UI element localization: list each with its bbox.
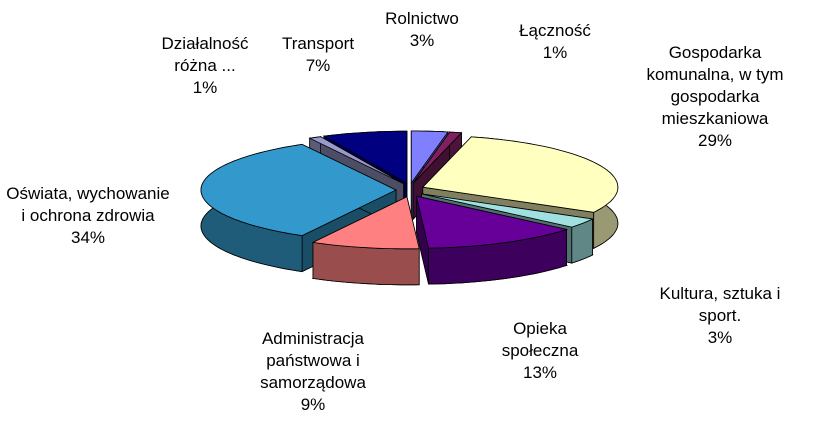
slice-top [410,130,449,185]
category-label: Opieka społeczna [501,319,579,360]
slice-label: Opieka społeczna 13% [490,318,590,384]
value-label: 3% [409,31,435,50]
slice-top [200,143,397,237]
slice-top [308,136,404,185]
slice-label: Oświata, wychowanie i ochrona zdrowia 34% [6,183,171,249]
slice-label: Łączność 1% [510,20,600,64]
value-label: 1% [542,43,568,62]
category-label: Administracja państwowa i samorządowa [260,329,366,392]
slice-top [311,196,420,250]
value-label: 29% [697,131,733,150]
category-label: Rolnictwo [385,9,459,28]
slice-top [412,131,463,184]
value-label: 34% [70,228,106,247]
slice [311,196,420,286]
category-label: Transport [281,34,355,53]
slice-label: Gospodarka komunalna, w tym gospodarka m… [640,42,790,152]
slice-top [421,136,619,213]
slice-label: Działalność różna ... 1% [150,33,260,99]
slice-label: Kultura, sztuka i sport. 3% [645,283,795,349]
value-label: 13% [522,363,558,382]
slice [415,195,569,285]
slice-top [421,193,594,228]
category-label: Łączność [519,21,591,40]
category-label: Działalność różna ... [161,34,249,75]
slice-label: Transport 7% [268,33,368,77]
category-label: Oświata, wychowanie i ochrona zdrowia [6,184,170,225]
slice-top [415,195,569,249]
category-label: Kultura, sztuka i sport. [659,284,781,325]
slice-label: Administracja państwowa i samorządowa 9% [246,328,381,416]
value-label: 1% [192,78,218,97]
value-label: 3% [707,328,733,347]
slice-top [322,130,408,184]
value-label: 7% [305,56,331,75]
category-label: Gospodarka komunalna, w tym gospodarka m… [646,43,784,128]
slice-label: Rolnictwo 3% [372,8,472,52]
value-label: 9% [300,395,326,414]
